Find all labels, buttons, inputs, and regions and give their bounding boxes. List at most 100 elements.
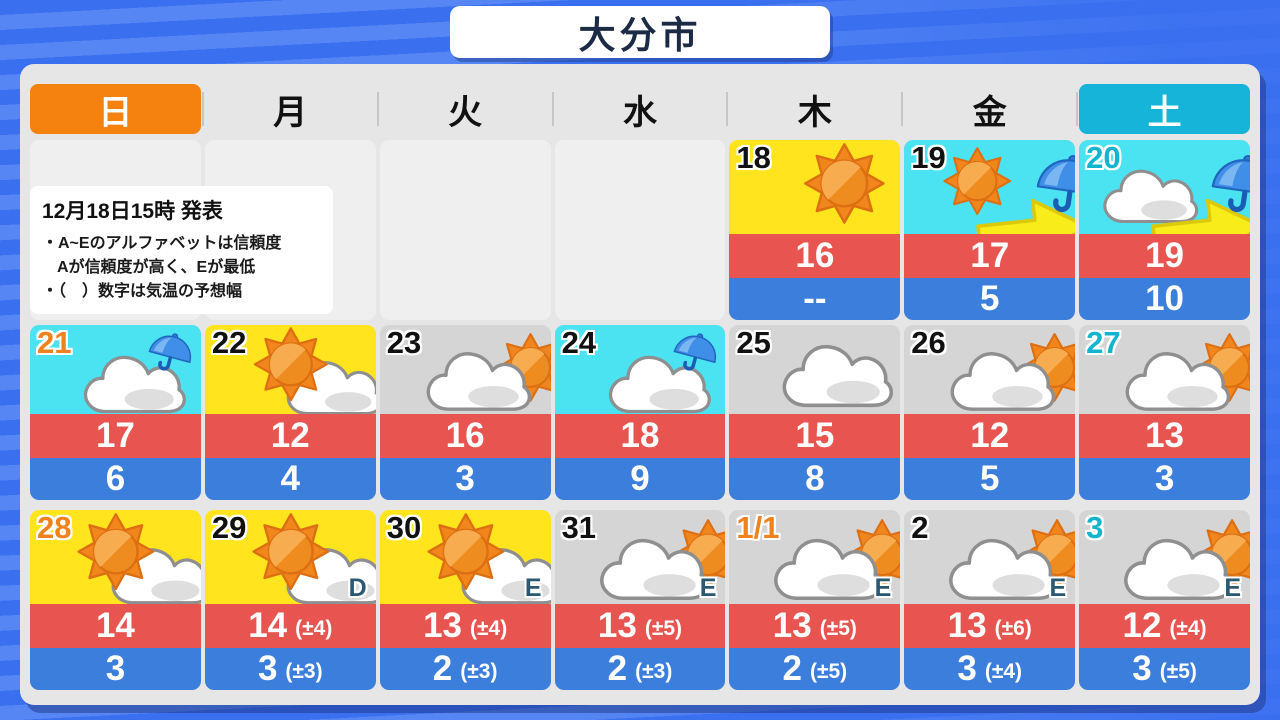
high-temp-band: 17 xyxy=(30,414,201,458)
low-temp-value: 3 xyxy=(455,459,475,498)
date-label: 19 xyxy=(911,140,946,175)
high-temp-value: 14 xyxy=(95,606,135,645)
high-temp-band: 18 xyxy=(554,414,726,458)
weekday-label: 水 xyxy=(622,93,657,132)
date-label: 21 xyxy=(37,325,72,360)
high-temp-value: 16 xyxy=(795,236,835,275)
high-temp-value: 13 xyxy=(1145,416,1185,455)
date-label: 1/1 xyxy=(736,510,780,545)
high-temp-band: 13 xyxy=(1079,414,1250,458)
low-temp-band: 9 xyxy=(554,458,726,500)
reliability-label: E xyxy=(874,574,892,602)
forecast-panel: 日月火水木金土 18 16 -- 19 17 5 20 19 10 21 17 6 22 12 4 23 16… xyxy=(20,64,1260,705)
high-temp-range: (±6) xyxy=(994,617,1032,640)
high-temp-band: 13 (±4) xyxy=(379,604,551,648)
date-label: 20 xyxy=(1086,140,1121,175)
forecast-cell-3: 3 E 12 (±4) 3 (±5) xyxy=(1079,510,1250,690)
sky-area: 19 xyxy=(904,140,1076,234)
forecast-cell-26: 26 12 5 xyxy=(904,325,1076,500)
weekday-mon: 月 xyxy=(201,84,376,134)
high-temp-range: (±5) xyxy=(644,617,683,640)
date-label: 29 xyxy=(211,510,247,545)
forecast-cell-24: 24 18 9 xyxy=(554,325,726,500)
weekday-tue: 火 xyxy=(376,84,551,134)
calendar-row-1: 18 16 -- 19 17 5 20 19 10 xyxy=(30,140,1250,320)
low-temp-band: 3 xyxy=(30,648,201,690)
forecast-cell-27: 27 13 3 xyxy=(1079,325,1250,500)
high-temp-value: 13 xyxy=(597,606,637,645)
low-temp-range: (±5) xyxy=(1159,660,1197,683)
date-label: 24 xyxy=(561,325,597,360)
low-temp-band: -- xyxy=(729,278,901,320)
date-label: 28 xyxy=(37,510,72,545)
low-temp-band: 3 (±3) xyxy=(204,648,376,690)
low-temp-range: (±3) xyxy=(635,660,673,683)
forecast-cell-20: 20 19 10 xyxy=(1079,140,1250,320)
high-temp-band: 15 xyxy=(729,414,901,458)
weekday-label: 日 xyxy=(98,93,133,132)
high-temp-range: (±5) xyxy=(819,617,857,640)
low-temp-value: 10 xyxy=(1145,279,1185,318)
date-label: 30 xyxy=(386,510,422,545)
date-label: 31 xyxy=(561,510,597,545)
sky-area: 23 xyxy=(379,325,551,414)
high-temp-value: 18 xyxy=(620,416,660,455)
weekday-sun: 日 xyxy=(30,84,201,134)
forecast-cell-28: 28 14 3 xyxy=(30,510,201,690)
date-label: 22 xyxy=(211,325,247,360)
forecast-cell-31: 31 E 13 (±5) 2 (±3) xyxy=(554,510,726,690)
date-label: 26 xyxy=(911,325,946,360)
forecast-cell-29: 29 D 14 (±4) 3 (±3) xyxy=(204,510,376,690)
low-temp-band: 3 (±4) xyxy=(904,648,1076,690)
sky-area: 31 E xyxy=(554,510,726,604)
high-temp-band: 13 (±5) xyxy=(554,604,726,648)
high-temp-band: 12 xyxy=(904,414,1076,458)
date-label: 18 xyxy=(736,140,771,175)
sky-area: 18 xyxy=(729,140,901,234)
sky-area: 1/1 E xyxy=(729,510,901,604)
sky-area: 24 xyxy=(554,325,726,414)
high-temp-value: 12 xyxy=(970,416,1010,455)
weekday-sat: 土 xyxy=(1076,84,1250,134)
high-temp-value: 17 xyxy=(970,236,1010,275)
high-temp-range: (±4) xyxy=(1169,617,1207,640)
empty-cell xyxy=(554,140,726,320)
high-temp-value: 13 xyxy=(423,606,462,645)
high-temp-value: 13 xyxy=(947,606,987,645)
date-label: 23 xyxy=(386,325,422,360)
high-temp-range: (±4) xyxy=(295,617,333,640)
forecast-cell-30: 30 E 13 (±4) 2 (±3) xyxy=(379,510,551,690)
high-temp-band: 12 xyxy=(204,414,376,458)
weekday-fri: 金 xyxy=(901,84,1075,134)
high-temp-band: 13 (±6) xyxy=(904,604,1076,648)
high-temp-value: 19 xyxy=(1145,236,1185,275)
low-temp-band: 4 xyxy=(204,458,376,500)
low-temp-range: (±3) xyxy=(460,660,498,683)
sky-area: 22 xyxy=(204,325,376,414)
date-label: 25 xyxy=(736,325,771,360)
sky-area: 20 xyxy=(1079,140,1250,234)
sky-area: 28 xyxy=(30,510,201,604)
high-temp-value: 17 xyxy=(95,416,135,455)
reliability-label: E xyxy=(699,574,717,602)
forecast-cell-22: 22 12 4 xyxy=(204,325,376,500)
low-temp-band: 3 xyxy=(379,458,551,500)
notice-box: 12月18日15時 発表 ・A~Eのアルファベットは信頼度 Aが信頼度が高く、E… xyxy=(30,186,333,314)
low-temp-value: 9 xyxy=(630,459,650,498)
forecast-cell-25: 25 15 8 xyxy=(729,325,901,500)
low-temp-value: 8 xyxy=(805,459,825,498)
low-temp-band: 8 xyxy=(729,458,901,500)
high-temp-band: 19 xyxy=(1079,234,1250,278)
sky-area: 26 xyxy=(904,325,1076,414)
low-temp-range: (±5) xyxy=(809,660,848,683)
empty-cell xyxy=(379,140,551,320)
high-temp-value: 14 xyxy=(248,606,288,645)
low-temp-value: 3 xyxy=(1132,649,1152,688)
low-temp-band: 5 xyxy=(904,458,1076,500)
weekday-thu: 木 xyxy=(726,84,900,134)
sky-area: 30 E xyxy=(379,510,551,604)
weekday-label: 木 xyxy=(797,93,832,132)
notice-line-reliability-scale: Aが信頼度が高く、Eが最低 xyxy=(57,259,256,276)
